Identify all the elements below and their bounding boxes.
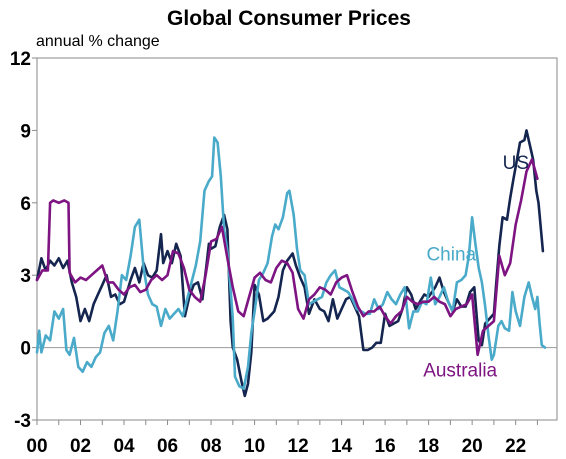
x-tick-label: 08 — [200, 436, 221, 457]
chart-title: Global Consumer Prices — [167, 7, 411, 30]
series-label-australia: Australia — [423, 361, 497, 382]
y-tick-label: 12 — [10, 49, 31, 70]
series-labels: US China Australia — [423, 153, 529, 382]
x-tick-label: 00 — [26, 436, 47, 457]
x-tick-label: 14 — [331, 436, 353, 457]
plot-area-frame — [36, 57, 558, 421]
x-axis: 00 02 04 06 08 10 12 14 16 18 20 22 — [26, 420, 538, 457]
x-tick-label: 02 — [70, 436, 91, 457]
x-tick-label: 20 — [462, 436, 483, 457]
y-axis: -3 0 3 6 9 12 — [10, 49, 37, 432]
series-label-china: China — [426, 245, 476, 266]
x-tick-label: 04 — [113, 436, 135, 457]
y-tick-label: 6 — [20, 194, 31, 215]
x-tick-label: 12 — [288, 436, 309, 457]
series-label-us: US — [503, 153, 529, 174]
y-tick-label: 3 — [20, 266, 31, 287]
y-tick-label: -3 — [14, 411, 31, 432]
y-axis-label: annual % change — [36, 33, 160, 50]
series-line-australia — [35, 158, 539, 357]
x-tick-label: 16 — [375, 436, 396, 457]
x-tick-label: 10 — [244, 436, 265, 457]
x-tick-label: 06 — [157, 436, 178, 457]
x-tick-label: 18 — [418, 436, 439, 457]
series-line-china — [35, 136, 547, 390]
x-tick-label: 22 — [505, 436, 526, 457]
y-tick-label: 9 — [20, 121, 31, 142]
series-lines — [35, 129, 547, 398]
y-tick-label: 0 — [20, 339, 31, 360]
